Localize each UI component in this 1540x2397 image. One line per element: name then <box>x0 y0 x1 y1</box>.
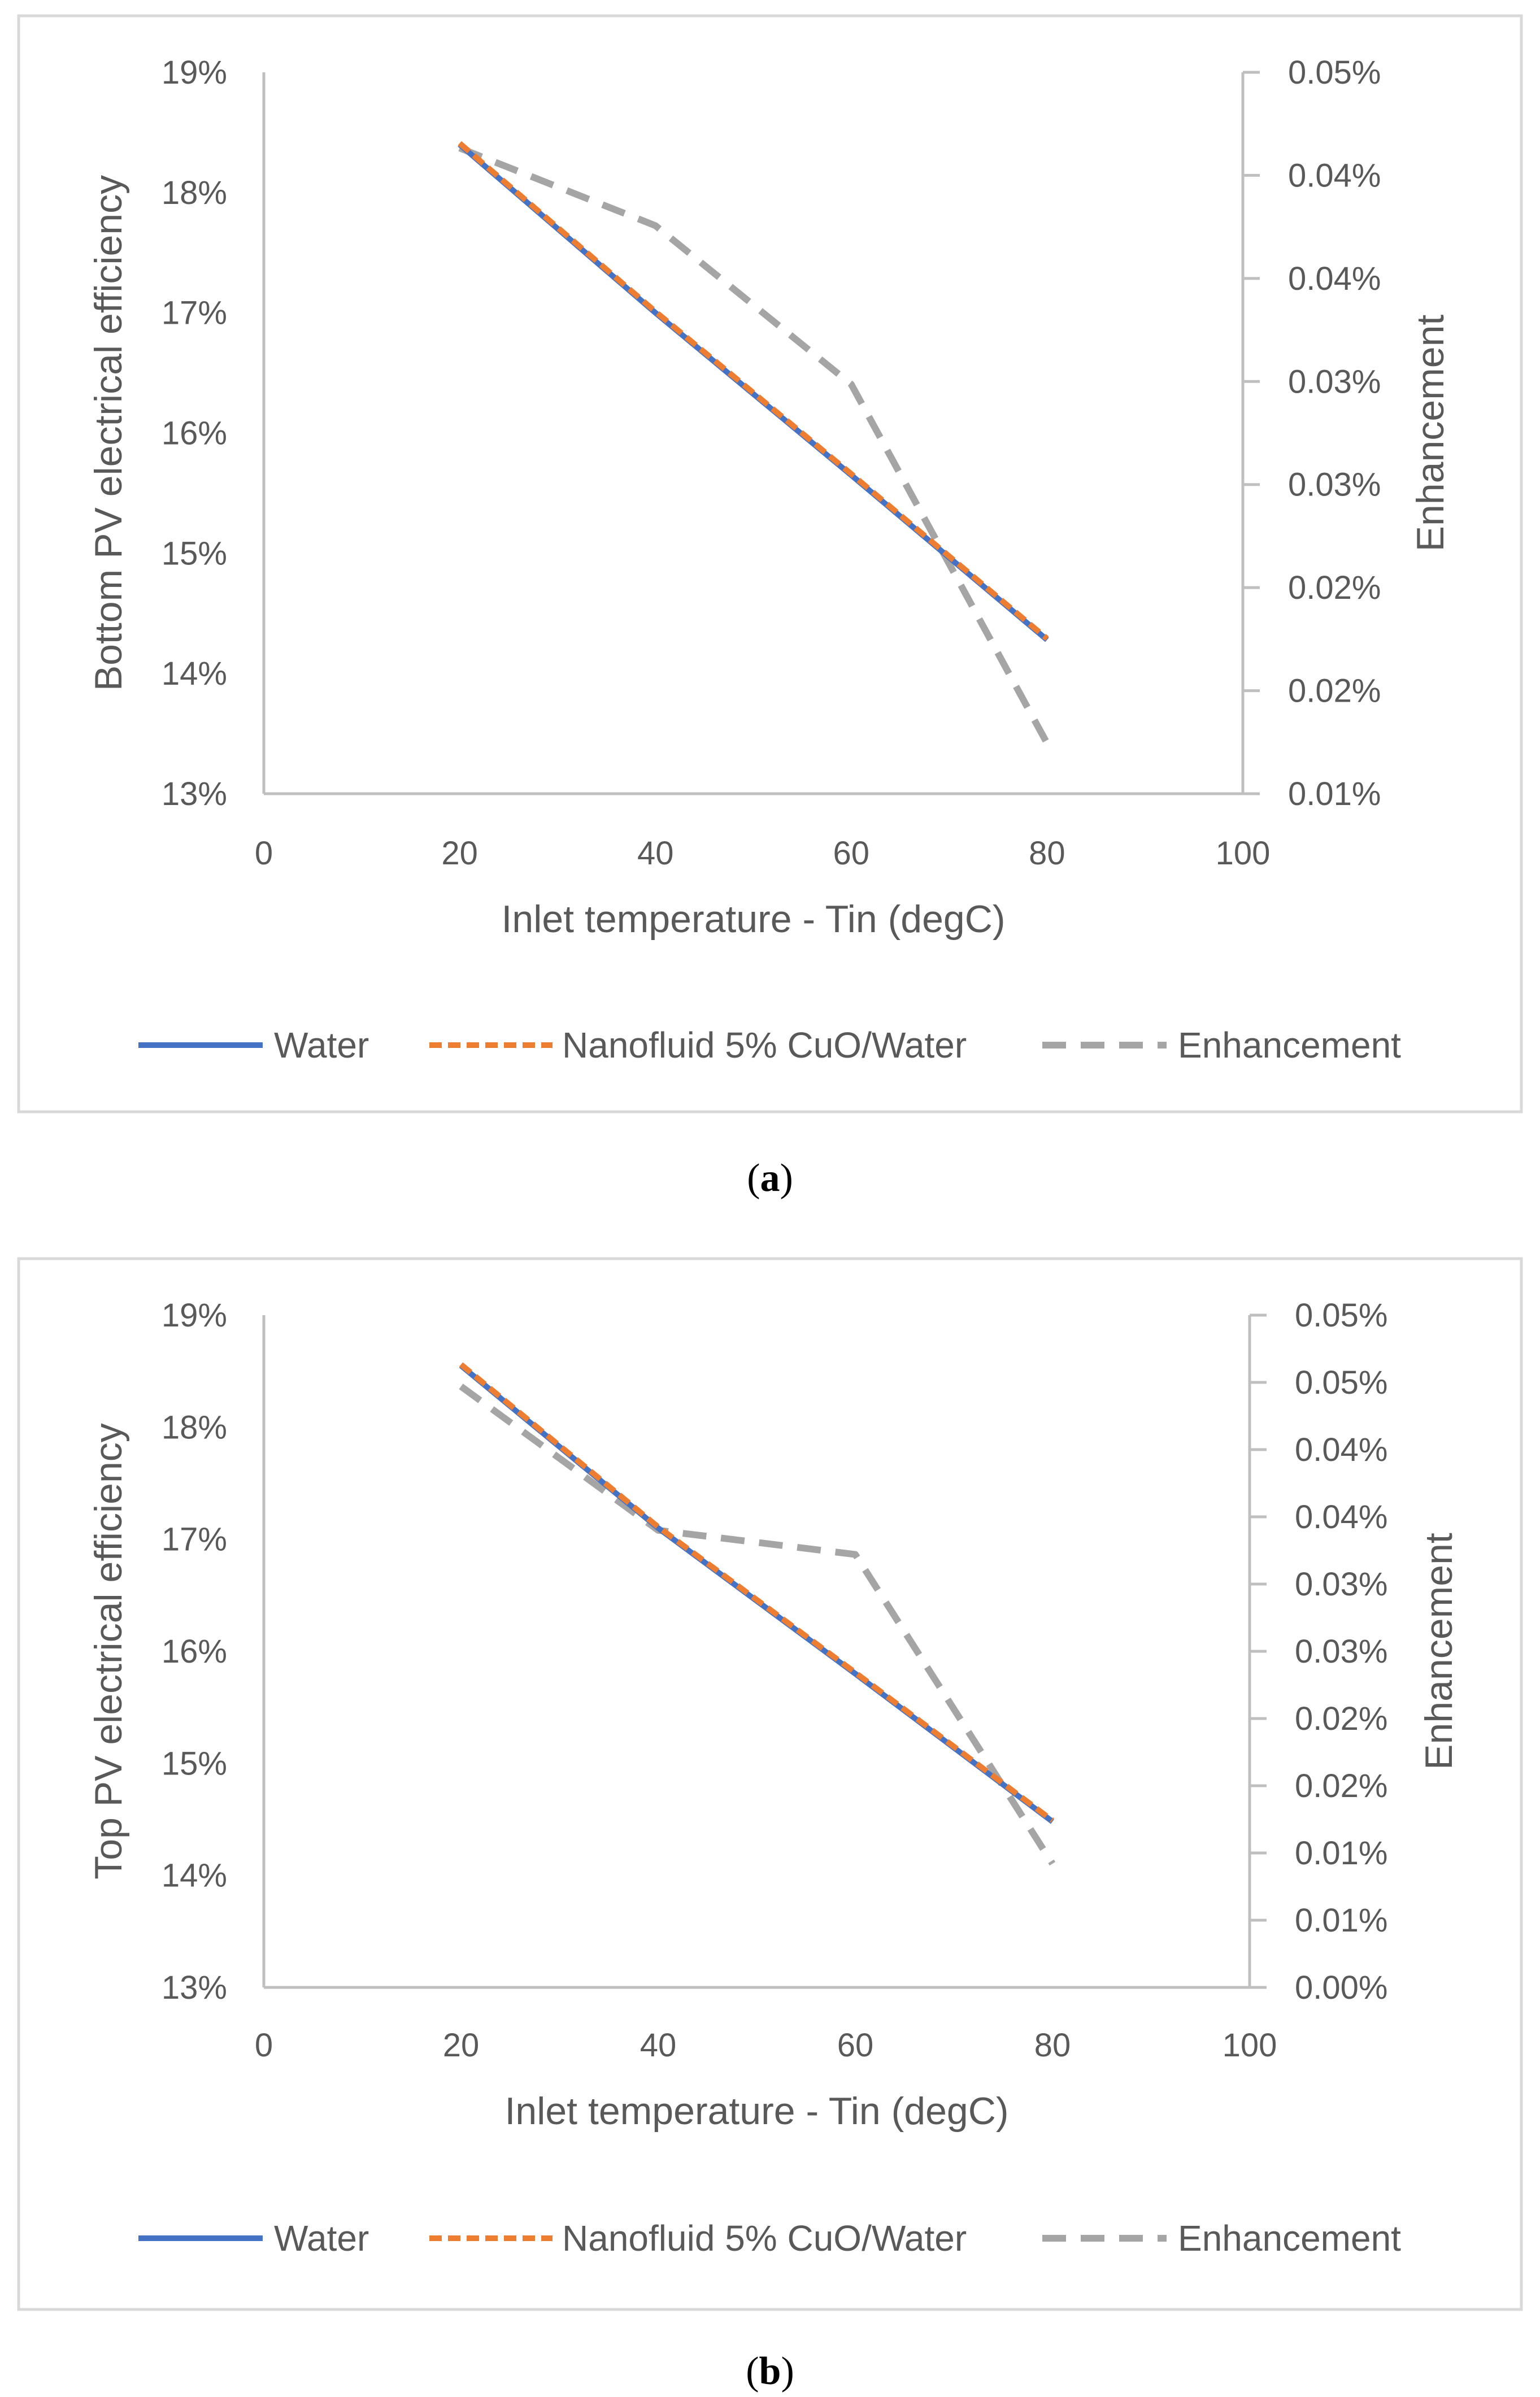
y2-tick-label: 0.02% <box>1295 1700 1387 1737</box>
series-line-enhancement <box>459 1384 1056 1866</box>
x-tick-label: 20 <box>443 2027 480 2064</box>
x-tick-label: 40 <box>637 835 674 872</box>
y-tick-label: 14% <box>162 655 227 692</box>
y2-tick-label: 0.01% <box>1295 1902 1387 1939</box>
chart-border <box>17 14 1523 1113</box>
y2-axis-title: Enhancement <box>1409 315 1452 552</box>
x-tick-label: 0 <box>255 2027 273 2064</box>
y2-tick-label: 0.03% <box>1295 1633 1387 1670</box>
y2-tick-label: 0.02% <box>1288 569 1381 606</box>
y2-tick-label: 0.02% <box>1288 673 1381 710</box>
legend-label-enhancement: Enhancement <box>1178 1025 1401 1065</box>
y-tick-label: 18% <box>162 175 227 211</box>
y-tick-label: 17% <box>162 295 227 332</box>
legend-label-water: Water <box>274 1025 369 1065</box>
x-axis-title: Inlet temperature - Tin (degC) <box>502 898 1006 941</box>
y2-tick-label: 0.03% <box>1288 363 1381 400</box>
x-tick-label: 20 <box>441 835 478 872</box>
legend-label-nanofluid: Nanofluid 5% CuO/Water <box>562 1025 967 1065</box>
y2-tick-label: 0.04% <box>1288 260 1381 297</box>
y-tick-label: 19% <box>162 1297 227 1334</box>
caption-letter: a <box>760 1156 780 1200</box>
y-axis-title: Top PV electrical efficiency <box>87 1423 130 1880</box>
y-tick-label: 17% <box>162 1521 227 1558</box>
y2-tick-label: 0.01% <box>1288 776 1381 812</box>
y-tick-label: 19% <box>162 54 227 91</box>
figure-caption: (a) <box>747 1156 793 1200</box>
caption-open-paren: ( <box>747 1156 760 1200</box>
y2-tick-label: 0.04% <box>1295 1432 1387 1468</box>
x-axis-title: Inlet temperature - Tin (degC) <box>505 2090 1009 2133</box>
y-tick-label: 14% <box>162 1857 227 1894</box>
y-tick-label: 15% <box>162 1745 227 1782</box>
caption-letter: b <box>759 2350 781 2393</box>
y-axis-title: Bottom PV electrical efficiency <box>87 175 130 691</box>
legend-label-water: Water <box>274 2218 369 2259</box>
series-line-enhancement <box>458 145 1050 745</box>
chart-border <box>17 1257 1523 2311</box>
caption-open-paren: ( <box>746 2350 759 2393</box>
x-tick-label: 80 <box>1034 2027 1071 2064</box>
legend-label-nanofluid: Nanofluid 5% CuO/Water <box>562 2218 967 2259</box>
x-tick-label: 0 <box>255 835 273 872</box>
x-tick-label: 60 <box>833 835 870 872</box>
y2-tick-label: 0.05% <box>1295 1364 1387 1401</box>
y-tick-label: 13% <box>162 1969 227 2006</box>
y2-tick-label: 0.04% <box>1288 157 1381 194</box>
y2-axis-title: Enhancement <box>1417 1533 1460 1770</box>
y2-tick-label: 0.03% <box>1295 1566 1387 1603</box>
y2-tick-label: 0.05% <box>1295 1297 1387 1334</box>
y-tick-label: 15% <box>162 535 227 572</box>
legend-label-enhancement: Enhancement <box>1178 2218 1401 2259</box>
chart-b: 13% 14% 15% 16% 17% 18% 19% 0.00% 0.01% 0.01% 0.02… <box>17 1257 1523 2311</box>
x-tick-label: 100 <box>1223 2027 1277 2064</box>
y-tick-label: 16% <box>162 415 227 452</box>
caption-close-paren: ) <box>780 1156 793 1200</box>
x-tick-label: 100 <box>1216 835 1271 872</box>
y2-tick-label: 0.04% <box>1295 1499 1387 1535</box>
x-tick-label: 40 <box>640 2027 677 2064</box>
figure-caption: (b) <box>746 2350 794 2393</box>
y2-tick-label: 0.02% <box>1295 1768 1387 1804</box>
y-tick-label: 18% <box>162 1409 227 1446</box>
y2-tick-label: 0.01% <box>1295 1835 1387 1872</box>
y2-tick-label: 0.00% <box>1295 1969 1387 2006</box>
series-line-nanofluid <box>459 1362 1055 1823</box>
y2-tick-label: 0.05% <box>1288 54 1381 91</box>
caption-close-paren: ) <box>781 2350 794 2393</box>
x-tick-label: 80 <box>1029 835 1065 872</box>
series-line-nanofluid <box>458 141 1049 641</box>
x-tick-label: 60 <box>837 2027 874 2064</box>
y-tick-label: 16% <box>162 1633 227 1670</box>
y-tick-label: 13% <box>162 776 227 812</box>
y2-tick-label: 0.03% <box>1288 467 1381 503</box>
chart-a: 13% 14% 15% 16% 17% 18% 19% 0.01% 0.02% 0.02% 0.03… <box>17 14 1523 1113</box>
